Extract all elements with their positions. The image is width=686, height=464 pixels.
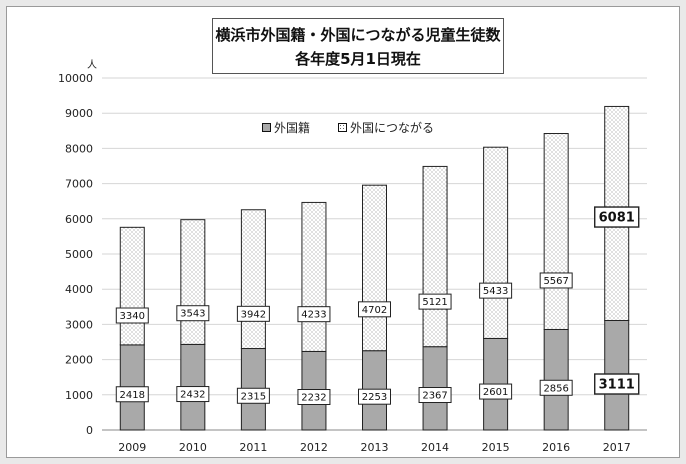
value-label: 5567 xyxy=(543,276,568,287)
value-label: 2232 xyxy=(301,393,326,404)
y-axis-ticks: 0 1000 2000 3000 4000 5000 6000 7000 8000 9000 100… xyxy=(58,72,93,437)
bar-segment-connected xyxy=(240,209,266,350)
value-label-box xyxy=(418,387,452,404)
x-tick-label: 2010 xyxy=(179,441,207,454)
value-label-box xyxy=(115,386,149,403)
y-tick-label: 1000 xyxy=(65,389,93,402)
value-label: 2601 xyxy=(483,387,508,398)
y-tick-label: 0 xyxy=(86,424,93,437)
value-label-box xyxy=(297,389,331,406)
value-label: 2253 xyxy=(362,392,387,403)
bar-segment-connected xyxy=(301,201,327,352)
x-tick-label: 2014 xyxy=(421,441,449,454)
value-label: 2432 xyxy=(180,390,205,401)
bar-segment-connected xyxy=(119,226,145,346)
x-tick-label: 2012 xyxy=(300,441,328,454)
value-label-box xyxy=(539,379,573,396)
value-label: 2367 xyxy=(422,391,447,402)
value-labels: 2418 3340 2432 3543 2315 3942 2232 4233 2253 4702… xyxy=(115,206,640,406)
value-label: 6081 xyxy=(599,211,635,226)
value-label-box xyxy=(479,282,513,299)
bar-segment-connected xyxy=(422,165,448,348)
x-tick-label: 2013 xyxy=(361,441,389,454)
value-label: 2315 xyxy=(241,391,266,402)
bar-segment-connected xyxy=(483,146,509,339)
value-label-box xyxy=(115,307,149,324)
value-label-box xyxy=(176,386,210,403)
x-tick-label: 2017 xyxy=(603,441,631,454)
y-tick-label: 8000 xyxy=(65,142,93,155)
chart-subtitle: 各年度5月1日現在 xyxy=(295,50,421,68)
value-label-box xyxy=(418,293,452,310)
y-tick-label: 6000 xyxy=(65,213,93,226)
legend-swatch-foreign xyxy=(262,123,271,132)
y-tick-label: 7000 xyxy=(65,178,93,191)
value-label-box xyxy=(358,301,391,318)
value-label: 3942 xyxy=(241,309,266,320)
y-tick-label: 9000 xyxy=(65,107,93,120)
legend-label-foreign: 外国籍 xyxy=(274,121,311,135)
x-tick-label: 2011 xyxy=(239,441,267,454)
legend-label-connected: 外国につながる xyxy=(350,121,435,135)
value-label-box xyxy=(236,305,270,322)
y-tick-label: 4000 xyxy=(65,283,93,296)
value-label: 4702 xyxy=(362,305,387,316)
chart-title-box: 横浜市外国籍・外国につながる児童生徒数 各年度5月1日現在 xyxy=(212,18,504,74)
value-label-box xyxy=(479,383,513,400)
y-axis-unit-label: 人 xyxy=(87,59,97,71)
y-tick-label: 10000 xyxy=(58,72,93,85)
legend-item-connected: 外国につながる xyxy=(338,119,434,136)
x-tick-label: 2015 xyxy=(482,441,510,454)
bar-segment-foreign xyxy=(543,328,569,431)
value-label: 5121 xyxy=(422,297,447,308)
x-tick-label: 2009 xyxy=(118,441,146,454)
bar-segment-connected xyxy=(362,184,387,352)
value-label: 3111 xyxy=(599,378,635,393)
x-tick-label: 2016 xyxy=(542,441,570,454)
legend-item-foreign: 外国籍 xyxy=(262,119,310,136)
chart-title: 横浜市外国籍・外国につながる児童生徒数 xyxy=(215,26,501,44)
chart-legend: 外国籍 外国につながる xyxy=(262,119,434,136)
value-label: 5433 xyxy=(483,286,508,297)
value-label: 2418 xyxy=(120,390,145,401)
value-label-box xyxy=(297,306,331,323)
value-label-box xyxy=(176,305,210,322)
y-tick-label: 3000 xyxy=(65,318,93,331)
value-label-box xyxy=(358,388,391,405)
bar-segment-connected xyxy=(180,219,206,345)
value-label-box xyxy=(539,272,573,289)
value-label-box xyxy=(594,206,640,228)
x-axis-ticks: 2009 2010 2011 2012 2013 2014 2015 2016 2017 xyxy=(118,441,630,454)
value-label: 2856 xyxy=(543,383,568,394)
stacked-bar-chart: 0 1000 2000 3000 4000 5000 6000 7000 8000 9000 100… xyxy=(58,59,647,454)
value-label: 4233 xyxy=(301,310,326,321)
y-tick-label: 2000 xyxy=(65,354,93,367)
value-label-box xyxy=(594,373,640,395)
value-label: 3543 xyxy=(180,309,205,320)
value-label: 3340 xyxy=(120,311,145,322)
chart-card: 0 1000 2000 3000 4000 5000 6000 7000 8000 9000 100… xyxy=(6,6,680,458)
value-label-box xyxy=(236,387,270,404)
legend-swatch-connected xyxy=(338,123,348,132)
y-tick-label: 5000 xyxy=(65,248,93,261)
bar-segment-connected xyxy=(543,133,569,330)
